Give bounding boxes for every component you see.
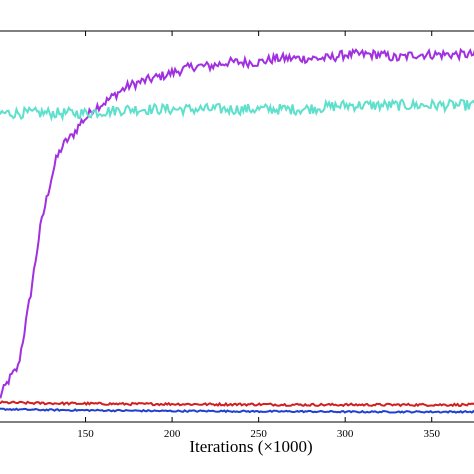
series-line-4 <box>0 407 474 414</box>
series-line-2 <box>0 97 474 122</box>
x-tick-label-250: 250 <box>250 428 267 440</box>
x-tick-label-200: 200 <box>164 428 181 440</box>
series-layer <box>0 47 474 414</box>
x-axis-ticks: 150 200 250 300 350 <box>77 31 440 440</box>
x-tick-label-350: 350 <box>423 428 440 440</box>
x-axis-label: Iterations (×1000) <box>189 437 312 456</box>
x-tick-label-300: 300 <box>337 428 354 440</box>
series-line-1 <box>0 47 474 399</box>
plot-area-frame <box>0 30 474 423</box>
series-line-3 <box>0 400 474 408</box>
x-tick-label-150: 150 <box>77 428 94 440</box>
